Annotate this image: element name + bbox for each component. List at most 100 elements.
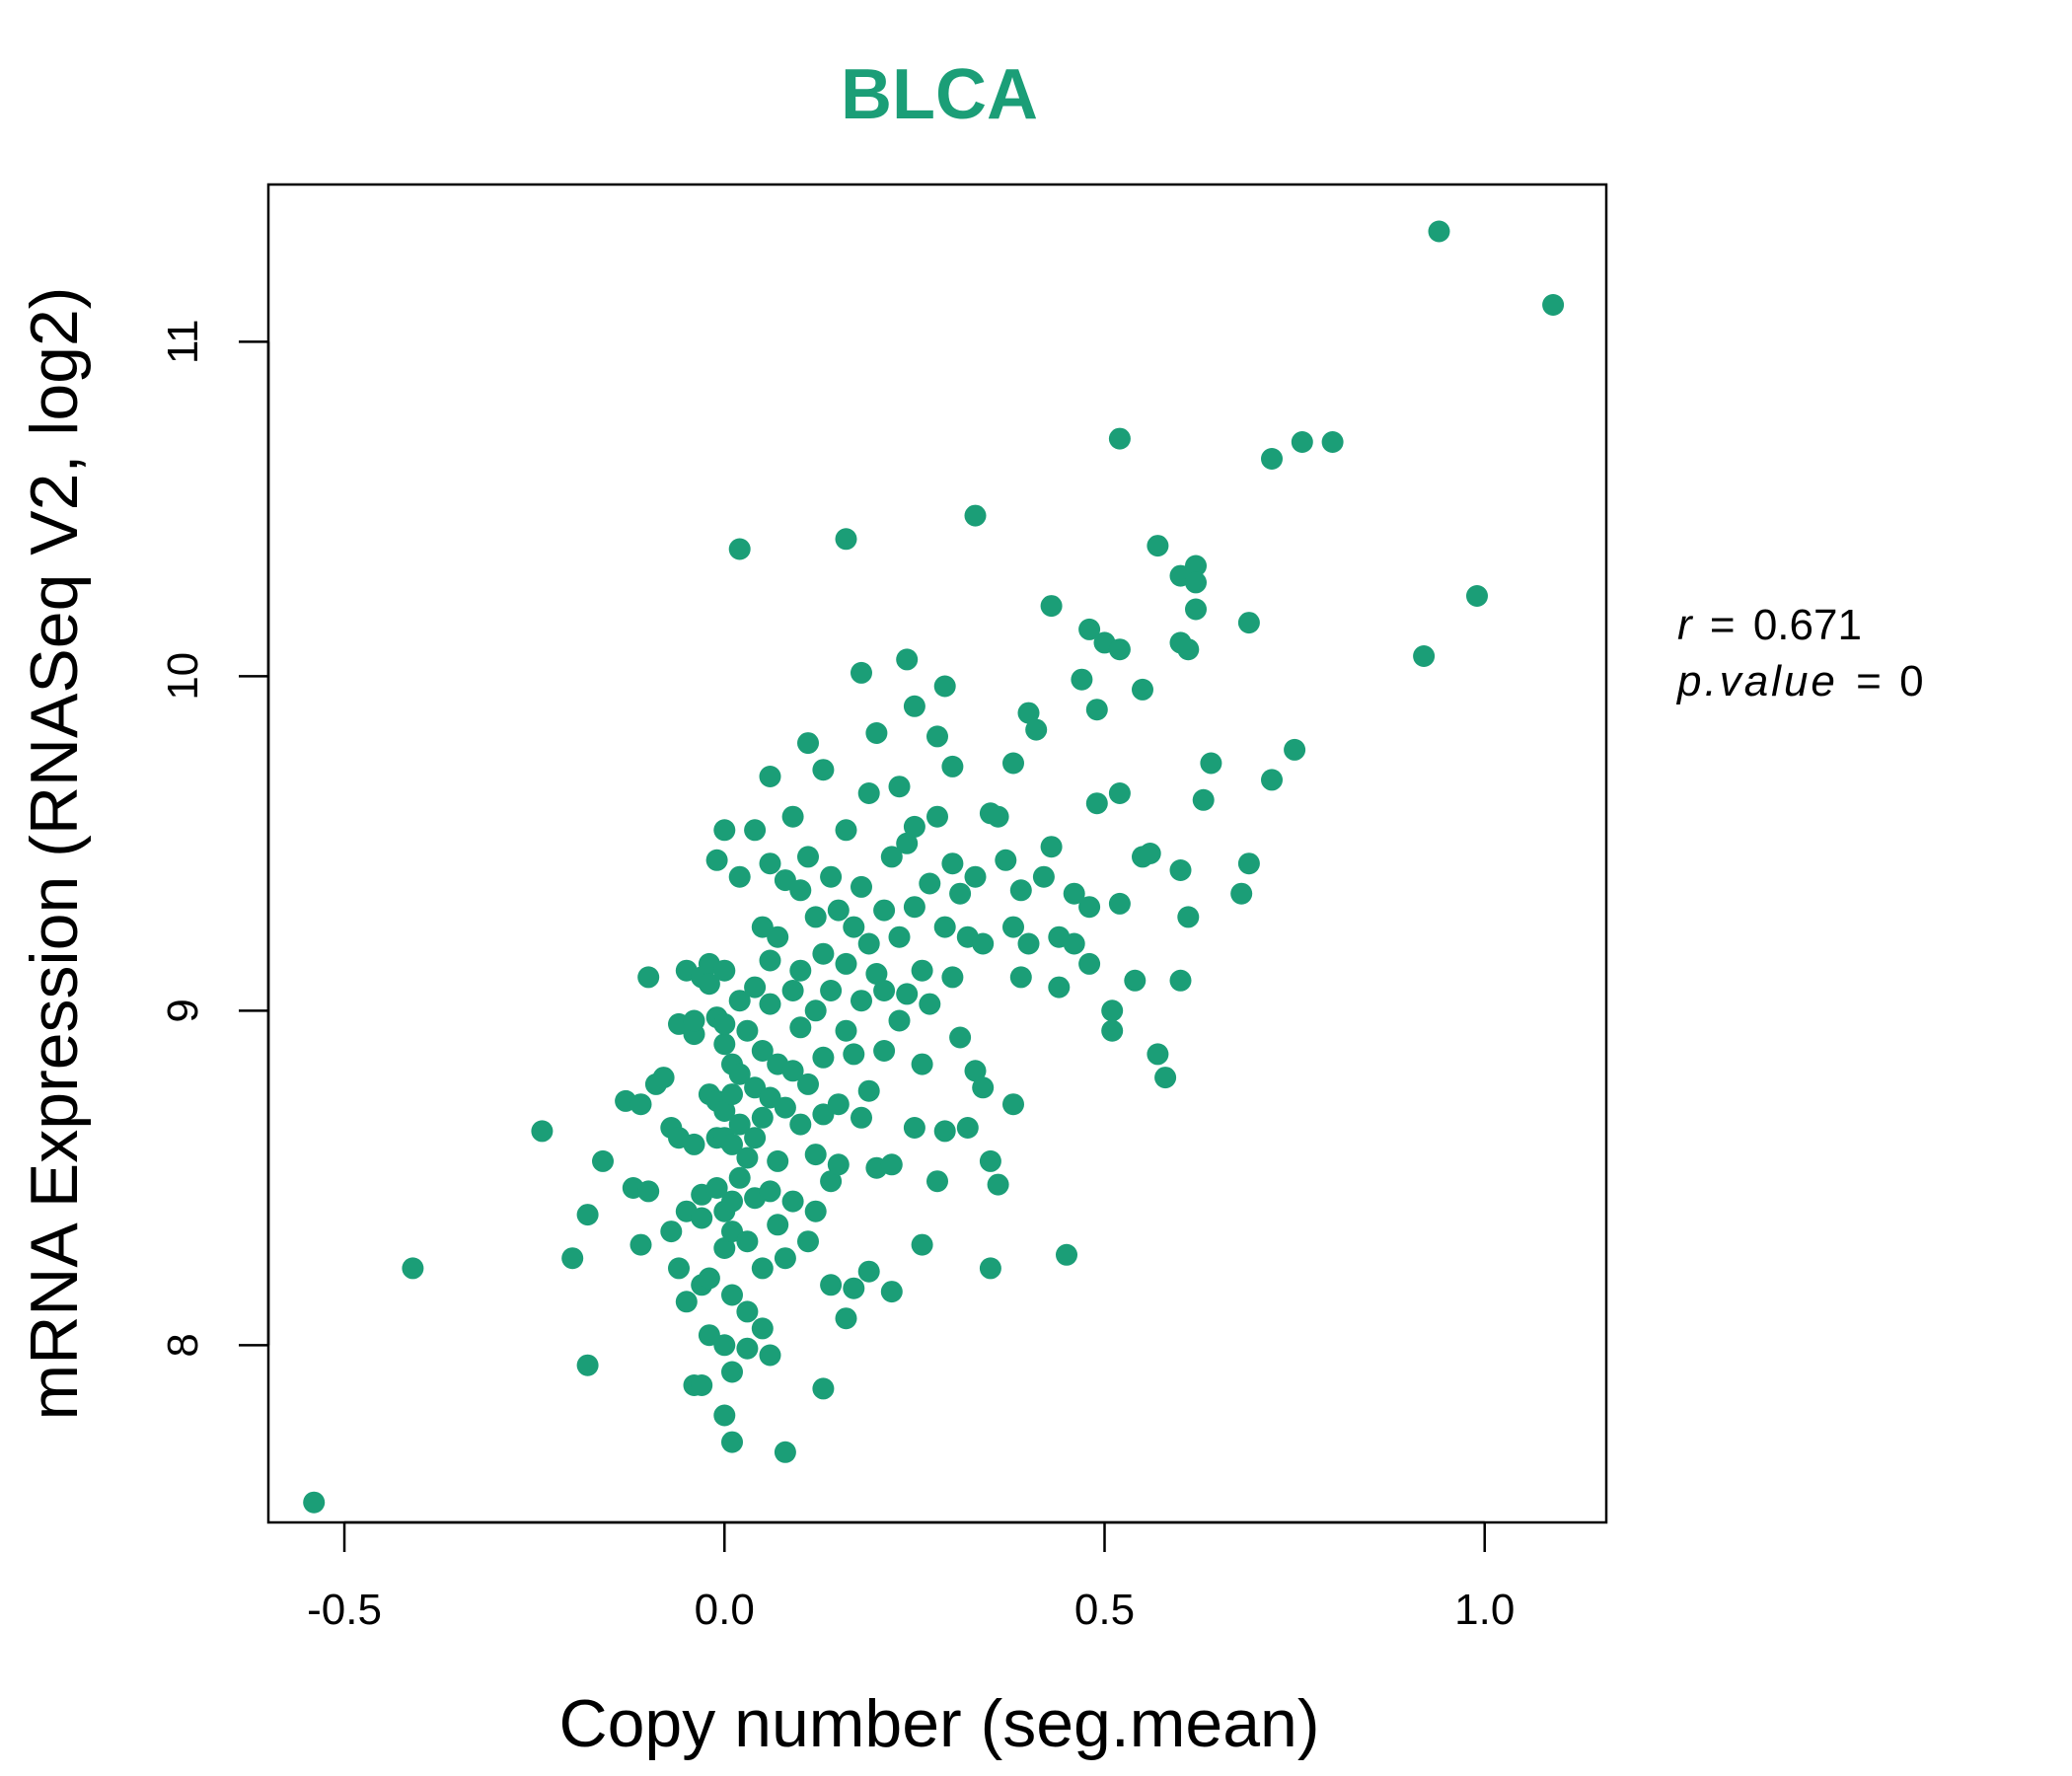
data-point <box>1154 1067 1177 1089</box>
data-point <box>1009 879 1032 902</box>
data-point <box>721 1133 743 1155</box>
data-point <box>1200 752 1222 775</box>
data-point <box>728 538 751 560</box>
data-point <box>804 1144 827 1166</box>
data-point <box>820 1274 843 1296</box>
data-point <box>698 1267 720 1290</box>
data-point <box>933 1120 956 1143</box>
data-point <box>919 872 941 895</box>
data-point <box>851 990 872 1012</box>
data-point <box>660 1221 683 1243</box>
data-point <box>1291 431 1313 453</box>
y-tick-label: 9 <box>159 999 207 1022</box>
data-point <box>1132 678 1153 701</box>
data-point <box>736 1337 759 1360</box>
data-point <box>1101 999 1124 1022</box>
data-point <box>1124 969 1147 992</box>
data-point <box>736 1019 759 1042</box>
data-point <box>592 1149 614 1172</box>
data-point <box>972 1076 995 1099</box>
data-point <box>865 963 888 985</box>
data-point <box>964 504 987 527</box>
data-point <box>1002 1093 1024 1116</box>
data-point <box>873 980 896 1001</box>
data-point <box>1185 598 1207 621</box>
data-point <box>851 875 872 898</box>
y-tick-label: 8 <box>159 1333 207 1357</box>
data-point <box>903 1117 925 1139</box>
data-point <box>705 849 728 871</box>
data-point <box>713 819 736 842</box>
data-point <box>865 722 888 744</box>
data-point <box>835 819 857 842</box>
r-label: r <box>1677 601 1694 649</box>
data-point <box>1017 702 1040 724</box>
data-point <box>1056 1243 1077 1266</box>
data-point <box>713 1334 736 1357</box>
data-point <box>1085 699 1108 721</box>
data-point <box>698 973 720 996</box>
data-point <box>728 865 751 888</box>
data-point <box>888 776 911 798</box>
y-tick-label: 10 <box>159 652 207 701</box>
data-point <box>1169 859 1192 881</box>
data-point <box>774 1247 796 1270</box>
data-point <box>1192 788 1215 811</box>
data-point <box>812 1046 835 1069</box>
data-point <box>728 1113 751 1136</box>
data-point <box>721 1284 743 1306</box>
data-point <box>629 1093 652 1116</box>
data-point <box>1428 220 1450 243</box>
data-point <box>1063 882 1085 905</box>
x-axis-title: Copy number (seg.mean) <box>558 1686 1319 1761</box>
data-point <box>987 1173 1009 1196</box>
data-point <box>880 846 903 868</box>
data-point <box>941 966 964 989</box>
data-points <box>303 220 1565 1514</box>
data-point <box>1284 738 1306 761</box>
data-point <box>736 1230 759 1253</box>
data-point <box>1025 718 1048 741</box>
data-point <box>804 999 827 1022</box>
data-point <box>1177 906 1200 928</box>
data-point <box>721 1361 743 1383</box>
data-point <box>797 732 819 755</box>
data-point <box>789 879 812 902</box>
data-point <box>781 1190 804 1213</box>
data-point <box>933 916 956 938</box>
data-point <box>804 1200 827 1222</box>
data-point <box>1185 571 1207 594</box>
data-point <box>721 1190 743 1213</box>
data-point <box>767 925 789 948</box>
data-point <box>1139 843 1161 864</box>
data-point <box>888 925 911 948</box>
data-point <box>744 976 767 999</box>
data-point <box>911 1053 933 1075</box>
data-point <box>1466 585 1488 607</box>
chart-title: BLCA <box>841 55 1038 134</box>
data-point <box>964 1060 987 1082</box>
data-point <box>949 882 972 905</box>
data-point <box>911 959 933 982</box>
data-point <box>1009 966 1032 989</box>
data-point <box>683 1133 705 1155</box>
data-point <box>820 865 843 888</box>
data-point <box>1237 852 1260 875</box>
data-point <box>1108 782 1131 804</box>
data-point <box>835 528 857 551</box>
data-point <box>896 983 919 1005</box>
data-point <box>736 1300 759 1323</box>
data-point <box>873 1040 896 1062</box>
data-point <box>629 1233 652 1256</box>
data-point <box>1542 294 1565 316</box>
x-tick-label: 0.0 <box>695 1586 755 1634</box>
data-point <box>843 916 865 938</box>
data-point <box>728 1166 751 1189</box>
data-point <box>835 952 857 975</box>
data-point <box>744 1127 767 1149</box>
data-point <box>827 1093 850 1116</box>
data-point <box>1063 932 1085 955</box>
data-point <box>1101 1019 1124 1042</box>
